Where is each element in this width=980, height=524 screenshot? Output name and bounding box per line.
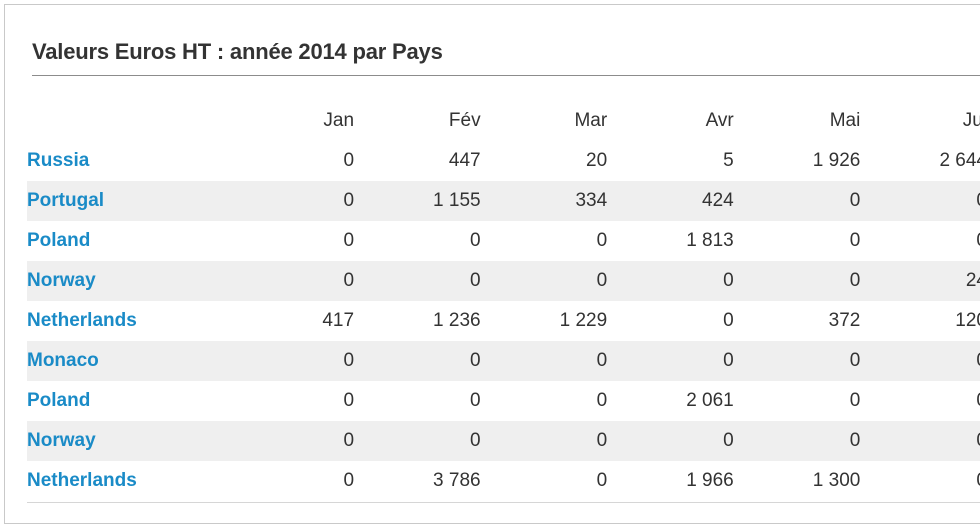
value-cell: 0	[343, 470, 355, 491]
value-cell: 0	[860, 381, 980, 421]
value-cell: 1 966	[686, 470, 734, 491]
value-cell: 0	[343, 390, 355, 411]
country-link[interactable]: Norway	[27, 430, 96, 451]
table-row: Monaco 0 0 0 0 0 0	[27, 341, 980, 381]
value-cell: 20	[586, 150, 608, 171]
value-cell: 0	[860, 221, 980, 261]
country-cell: Netherlands	[27, 301, 227, 341]
value-cell: 1 926	[812, 150, 861, 171]
value-cell: 0	[470, 230, 481, 251]
month-header-feb: Fév	[448, 110, 481, 131]
value-cell: 0	[849, 430, 861, 451]
country-link[interactable]: Netherlands	[27, 470, 137, 491]
value-cell: 0	[343, 430, 355, 451]
value-cell: 0	[596, 390, 608, 411]
table-row: Netherlands 0 3 786 0 1 966 1 300 0	[27, 461, 980, 501]
value-cell: 0	[849, 350, 861, 371]
value-cell: 0	[723, 350, 734, 371]
country-cell: Portugal	[27, 181, 227, 221]
value-cell: 1 300	[812, 470, 861, 491]
value-cell: 0	[860, 421, 980, 461]
value-cell: 0	[596, 230, 608, 251]
country-link[interactable]: Portugal	[27, 190, 105, 211]
month-header-apr: Avr	[705, 110, 734, 131]
panel-title: Valeurs Euros HT : année 2014 par Pays	[32, 39, 443, 64]
value-cell: 120	[955, 310, 980, 331]
value-cell: 2 644	[939, 150, 980, 171]
month-header-jan: Jan	[323, 110, 355, 131]
country-cell: Netherlands	[27, 461, 227, 501]
value-cell: 0	[723, 310, 734, 331]
month-header-mar: Mar	[574, 110, 608, 131]
country-cell: Norway	[27, 421, 227, 461]
value-cell: 1 229	[559, 310, 608, 331]
value-cell: 0	[849, 270, 861, 291]
value-cell: 1 236	[433, 310, 481, 331]
country-link[interactable]: Russia	[27, 150, 90, 171]
value-cell: 0	[343, 350, 355, 371]
value-cell: 0	[849, 230, 861, 251]
value-cell: 0	[470, 350, 481, 371]
country-cell: Norway	[27, 261, 227, 301]
value-cell: 0	[860, 181, 980, 221]
value-cell: 372	[828, 310, 861, 331]
values-table: Jan Fév Mar Avr Mai Jui Russia 0 447 20 …	[27, 101, 980, 501]
value-cell: 1 813	[686, 230, 734, 251]
table-row: Portugal 0 1 155 334 424 0 0	[27, 181, 980, 221]
table-row: Russia 0 447 20 5 1 926 2 644	[27, 141, 980, 181]
value-cell: 424	[702, 190, 734, 211]
value-cell: 417	[322, 310, 355, 331]
value-cell: 1 155	[433, 190, 481, 211]
value-cell: 0	[596, 270, 608, 291]
value-cell: 0	[470, 390, 481, 411]
country-link[interactable]: Monaco	[27, 350, 99, 371]
value-cell: 0	[860, 461, 980, 501]
title-divider	[32, 75, 980, 76]
country-link[interactable]: Poland	[27, 230, 91, 251]
report-panel: Valeurs Euros HT : année 2014 par Pays	[4, 4, 980, 524]
country-cell: Poland	[27, 381, 227, 421]
value-cell: 0	[723, 270, 734, 291]
table-row: Norway 0 0 0 0 0 0	[27, 421, 980, 461]
month-header-jun: Jui	[962, 110, 980, 131]
country-link[interactable]: Poland	[27, 390, 91, 411]
month-header-may: Mai	[829, 110, 861, 131]
value-cell: 5	[723, 150, 734, 171]
value-cell: 0	[343, 230, 355, 251]
table-row: Poland 0 0 0 1 813 0 0	[27, 221, 980, 261]
value-cell: 0	[470, 430, 481, 451]
value-cell: 0	[343, 150, 355, 171]
value-cell: 0	[596, 430, 608, 451]
value-cell: 3 786	[433, 470, 481, 491]
country-cell: Monaco	[27, 341, 227, 381]
table-row: Norway 0 0 0 0 0 24	[27, 261, 980, 301]
value-cell: 0	[723, 430, 734, 451]
country-column-header	[27, 101, 227, 141]
country-cell: Russia	[27, 141, 227, 181]
value-cell: 0	[849, 190, 861, 211]
table-header-row: Jan Fév Mar Avr Mai Jui	[27, 101, 980, 141]
value-cell: 334	[575, 190, 608, 211]
value-cell: 447	[448, 150, 481, 171]
value-cell: 24	[965, 270, 980, 291]
country-link[interactable]: Netherlands	[27, 310, 137, 331]
value-cell: 0	[470, 270, 481, 291]
value-cell: 0	[596, 350, 608, 371]
table-row: Poland 0 0 0 2 061 0 0	[27, 381, 980, 421]
value-cell: 0	[343, 190, 355, 211]
value-cell: 0	[860, 341, 980, 381]
table-row: Netherlands 417 1 236 1 229 0 372 120	[27, 301, 980, 341]
value-cell: 2 061	[686, 390, 734, 411]
value-cell: 0	[343, 270, 355, 291]
value-cell: 0	[596, 470, 608, 491]
country-link[interactable]: Norway	[27, 270, 96, 291]
country-cell: Poland	[27, 221, 227, 261]
table-bottom-divider	[27, 502, 980, 503]
value-cell: 0	[849, 390, 861, 411]
